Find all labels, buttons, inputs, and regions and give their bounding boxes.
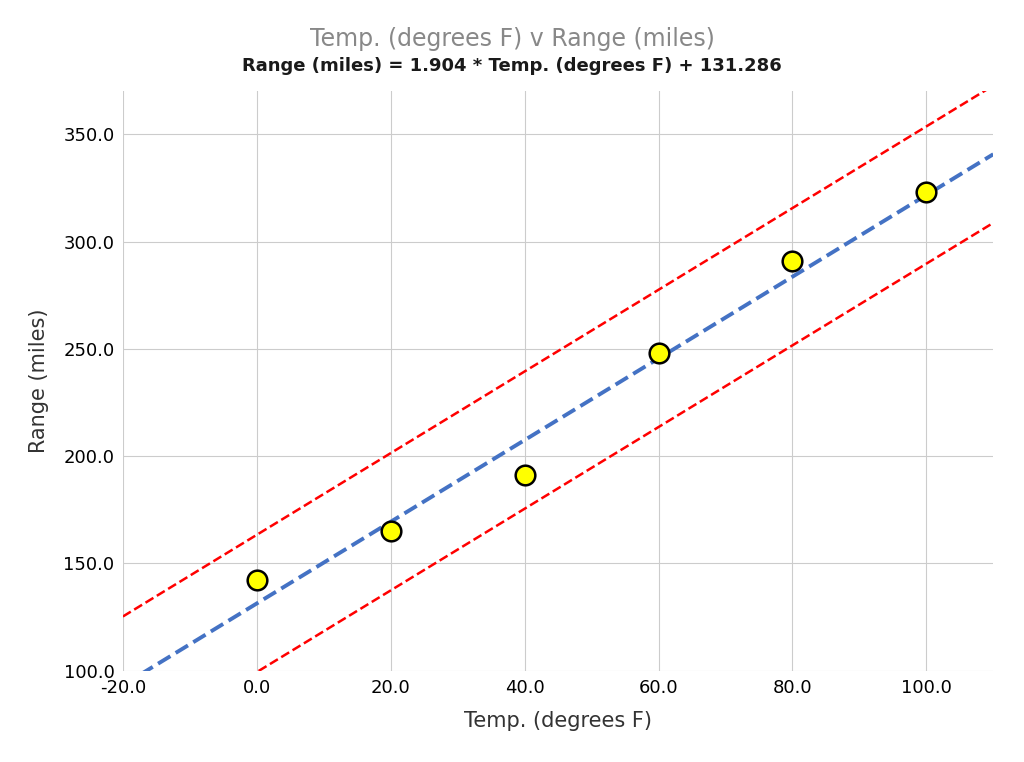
Point [784,255,801,267]
Text: Range (miles) = 1.904 * Temp. (degrees F) + 131.286: Range (miles) = 1.904 * Temp. (degrees F… [242,57,782,75]
Point [383,525,399,537]
Text: Temp. (degrees F) v Range (miles): Temp. (degrees F) v Range (miles) [309,27,715,50]
Point [650,347,667,359]
X-axis label: Temp. (degrees F): Temp. (degrees F) [464,711,652,731]
Point [919,186,935,198]
Point [516,469,532,482]
Y-axis label: Range (miles): Range (miles) [30,309,49,453]
Point [249,575,265,587]
